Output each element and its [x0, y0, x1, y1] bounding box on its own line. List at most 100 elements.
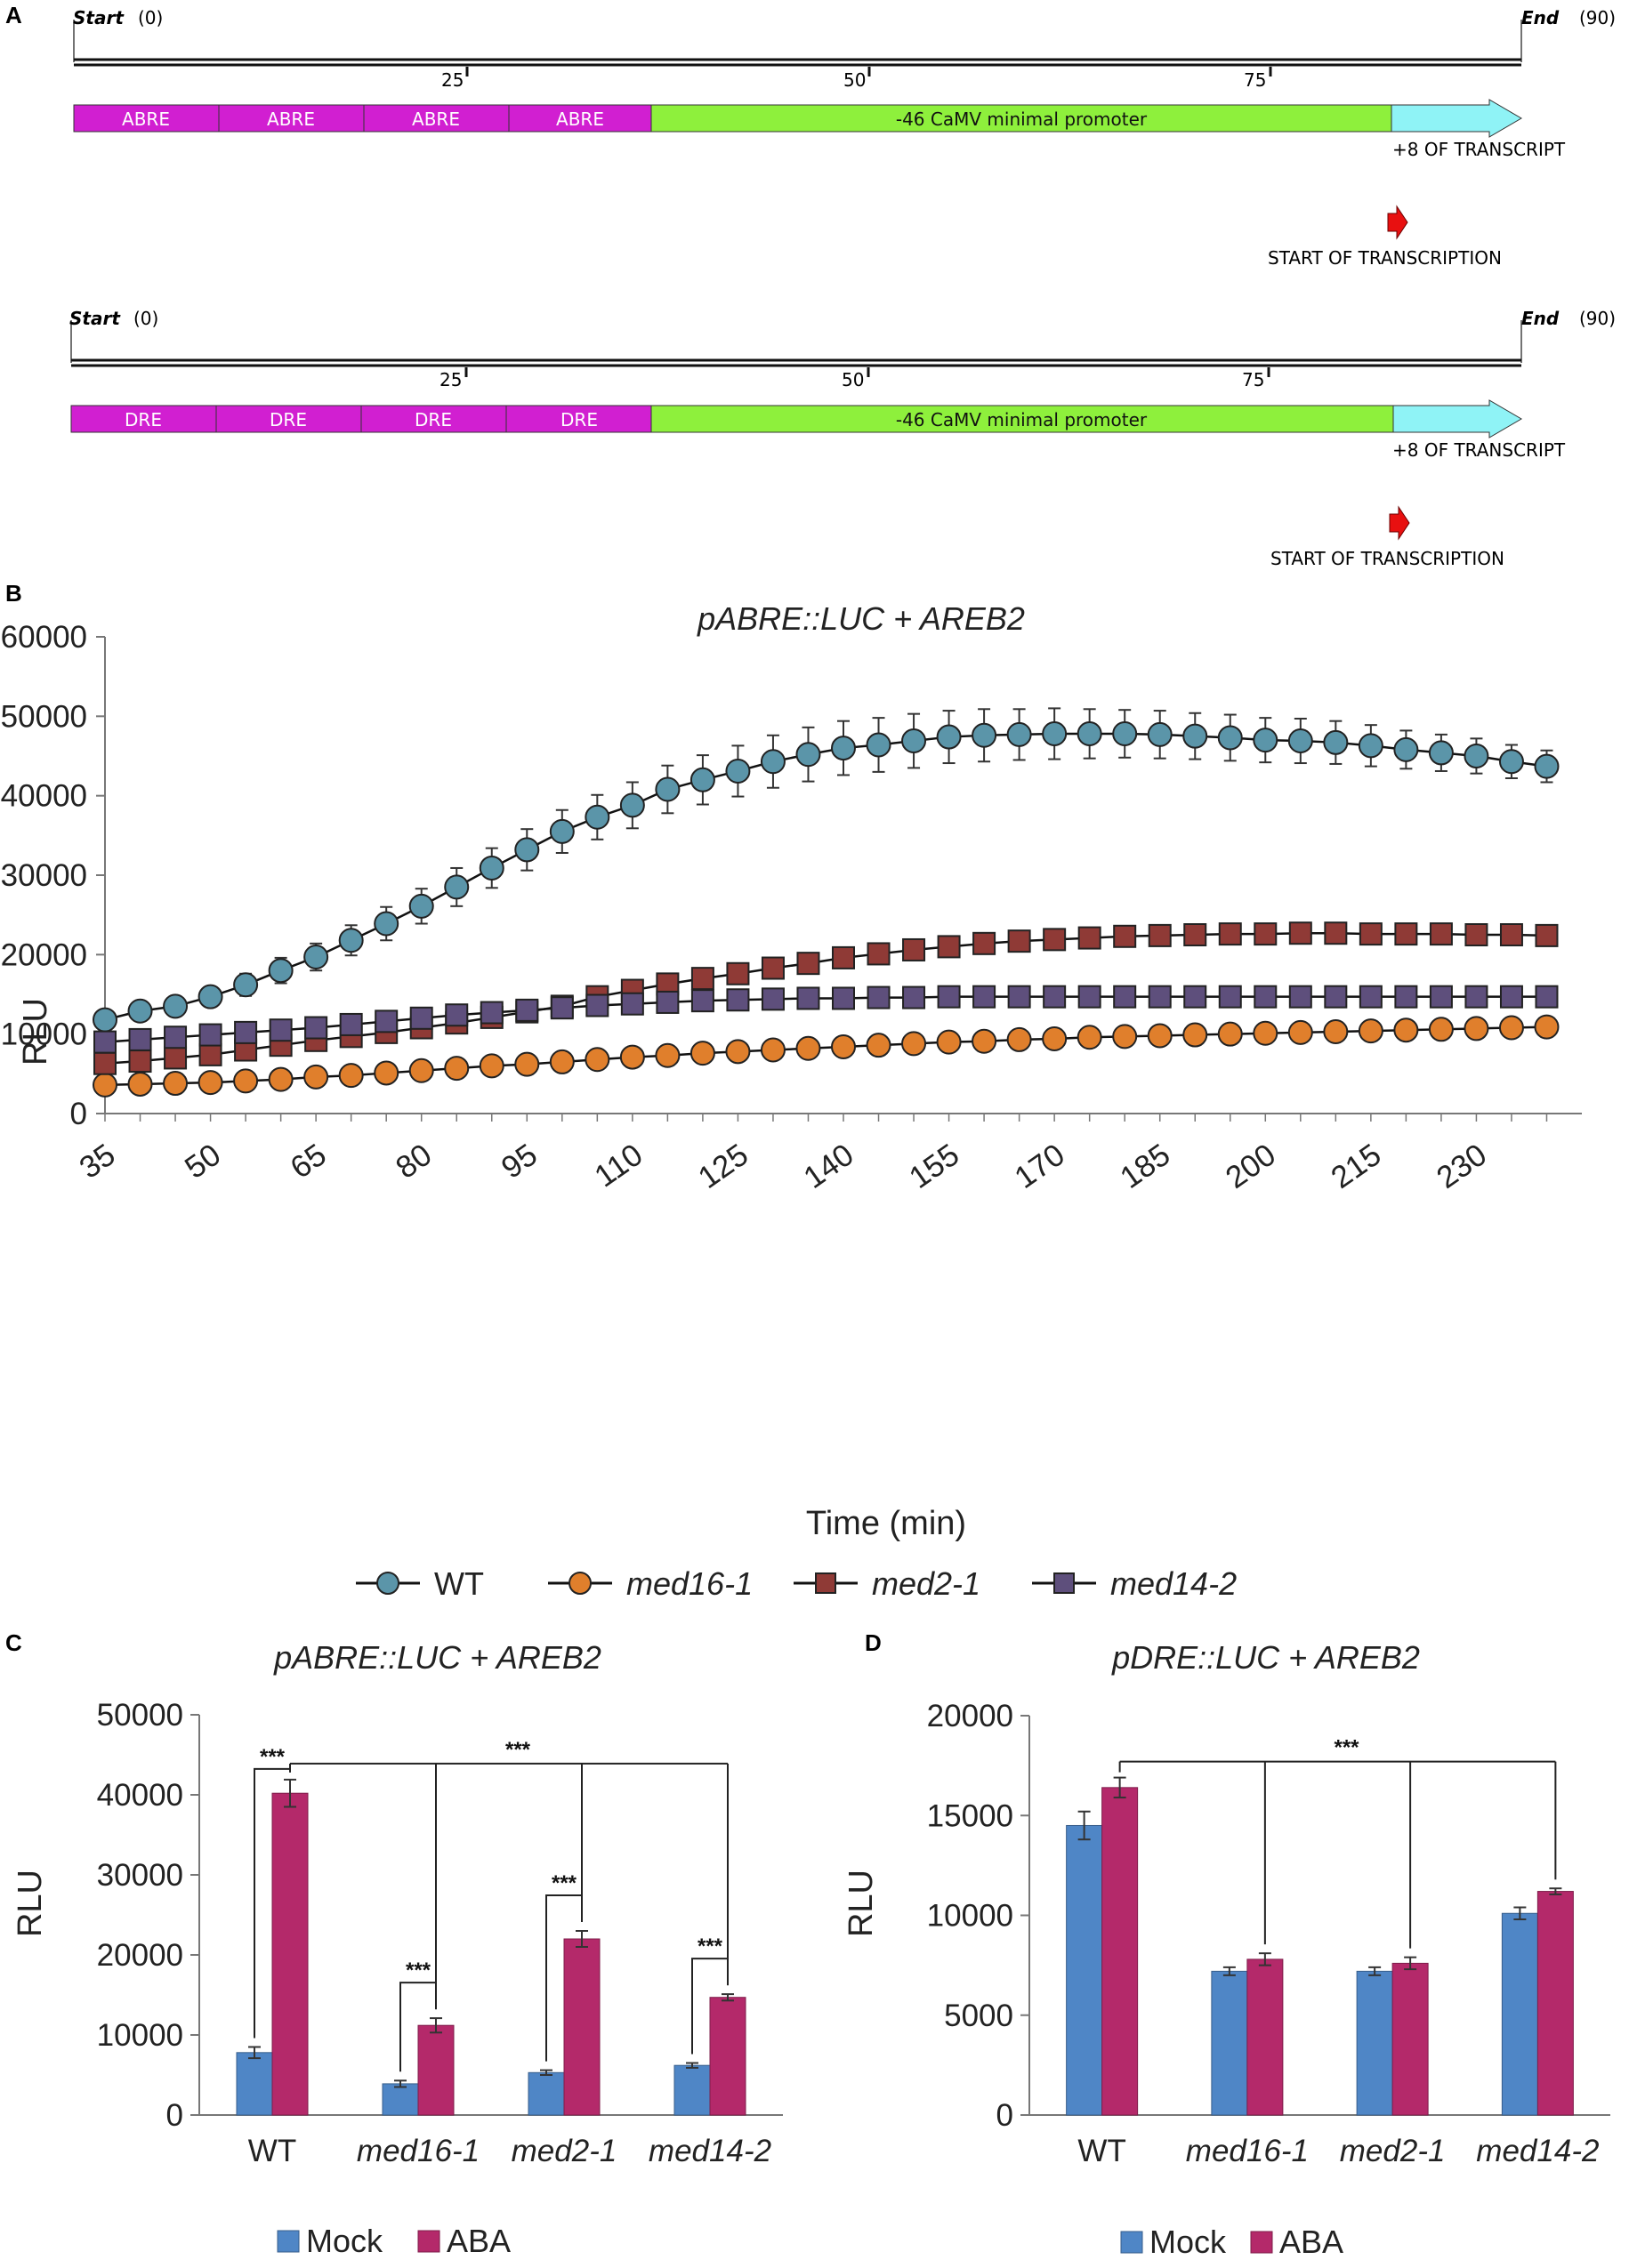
- legend-item-aba: ABA: [1250, 2224, 1343, 2260]
- chart-series-group: [93, 707, 1560, 1098]
- x-tick-label: 65: [284, 1138, 332, 1186]
- bar-mock: [236, 2052, 273, 2116]
- construct-maps-svg: A Start (0) End (90) 25 50 75 ABRE ABRE …: [5, 2, 1616, 569]
- data-point: [761, 956, 785, 980]
- data-point: [1007, 985, 1031, 1009]
- data-point: [1323, 1018, 1349, 1044]
- legend-item-wt: WT: [356, 1565, 484, 1602]
- significance-stars: ***: [406, 1958, 431, 1982]
- data-point: [269, 1018, 293, 1042]
- data-point: [1498, 749, 1524, 775]
- data-point: [1043, 928, 1067, 952]
- data-point: [1112, 720, 1138, 746]
- x-tick-label: 50: [179, 1138, 227, 1186]
- y-tick-label: 20000: [97, 1938, 183, 1973]
- legend-label: Mock: [1149, 2224, 1227, 2260]
- data-point: [655, 776, 681, 802]
- data-point: [1324, 921, 1348, 945]
- map-start-number: (0): [133, 308, 158, 329]
- legend-label: ABA: [447, 2223, 511, 2259]
- data-point: [479, 1053, 504, 1079]
- data-point: [93, 1072, 117, 1098]
- data-point: [795, 742, 821, 768]
- legend-marker: [569, 1572, 592, 1595]
- abre-element-1: [73, 104, 220, 133]
- data-point: [514, 1051, 540, 1077]
- bar-group-med16-1: med16-1: [1186, 1952, 1309, 2168]
- y-tick-label: 30000: [97, 1858, 183, 1893]
- data-point: [1253, 1020, 1278, 1046]
- chart-bars: WT med16-1 med2-1 med14-2: [236, 1778, 771, 2168]
- bar-group-wt: WT: [236, 1778, 309, 2168]
- data-point: [585, 804, 610, 830]
- legend-marker: [1053, 1572, 1075, 1594]
- data-point: [1323, 729, 1349, 755]
- data-point: [1428, 1017, 1454, 1042]
- bar-group-med16-1: med16-1: [357, 2017, 480, 2168]
- panel-a-construct-maps: A Start (0) End (90) 25 50 75 ABRE ABRE …: [0, 0, 1629, 569]
- legend-swatch: [417, 2230, 440, 2253]
- data-point: [1218, 922, 1242, 946]
- data-point: [1393, 1017, 1419, 1043]
- data-point: [901, 1031, 927, 1057]
- data-point: [1147, 1023, 1173, 1049]
- data-point: [972, 722, 997, 748]
- y-tick-label: 0: [166, 2098, 183, 2133]
- legend-label: WT: [434, 1565, 484, 1602]
- transcript-label: +8 OF TRANSCRIPT: [1392, 139, 1566, 160]
- data-point: [514, 837, 540, 863]
- data-point: [444, 1056, 470, 1082]
- data-point: [93, 1030, 117, 1054]
- map-start-label: Start: [69, 308, 121, 329]
- significance-stars: ***: [505, 1738, 531, 1762]
- x-tick-label: WT: [248, 2134, 296, 2168]
- data-point: [338, 1063, 364, 1089]
- data-point: [127, 998, 153, 1024]
- panel-letter-c: C: [5, 1629, 22, 1656]
- legend-swatch: [1250, 2231, 1273, 2254]
- map-start-number: (0): [138, 7, 163, 28]
- significance-brackets: ***: [1118, 1736, 1557, 1949]
- y-axis-title: RLU: [12, 1870, 49, 1937]
- data-point: [1112, 1024, 1138, 1050]
- series-line: [104, 732, 1547, 1021]
- data-point: [549, 1049, 575, 1074]
- data-point: [1498, 1015, 1524, 1041]
- bar-aba: [1536, 1891, 1574, 2116]
- map-tick-label-25: 25: [441, 69, 464, 91]
- bar-mock: [1356, 1970, 1393, 2116]
- x-tick-label: 200: [1220, 1138, 1282, 1195]
- data-point: [163, 993, 189, 1019]
- data-point: [1007, 929, 1031, 953]
- abre-label-4: ABRE: [556, 109, 604, 130]
- data-point: [1113, 985, 1137, 1009]
- data-point: [866, 732, 891, 758]
- map-tick-label-25: 25: [440, 369, 462, 390]
- map-tick-label-50: 50: [843, 69, 866, 91]
- series-med16-1: [93, 1014, 1560, 1098]
- data-point: [761, 987, 785, 1011]
- map-start-label: Start: [73, 7, 125, 28]
- data-point: [902, 985, 926, 1009]
- legend-swatch: [1120, 2231, 1143, 2254]
- data-point: [1217, 725, 1243, 751]
- bar-aba: [1391, 1962, 1429, 2116]
- y-axis-title: RLU: [843, 1870, 880, 1937]
- bar-mock: [1211, 1970, 1248, 2116]
- y-tick-label: 50000: [97, 1698, 183, 1733]
- data-point: [796, 952, 820, 976]
- data-point: [338, 928, 364, 953]
- data-point: [198, 1023, 222, 1047]
- x-tick-label: med16-1: [1186, 2134, 1309, 2168]
- data-point: [1288, 921, 1312, 945]
- data-point: [1148, 923, 1172, 947]
- bar-aba: [709, 1997, 746, 2116]
- transcript-label: +8 OF TRANSCRIPT: [1392, 439, 1566, 461]
- data-point: [480, 1001, 504, 1025]
- data-point: [585, 1047, 610, 1073]
- chart-axes: 0 10000 20000 30000 40000 50000 60000 35 50 65 80 9…: [1, 620, 1582, 1195]
- minimal-promoter-segment: [650, 104, 1392, 133]
- bar-mock: [1501, 1912, 1538, 2116]
- data-point: [164, 1025, 188, 1050]
- data-point: [304, 1016, 328, 1040]
